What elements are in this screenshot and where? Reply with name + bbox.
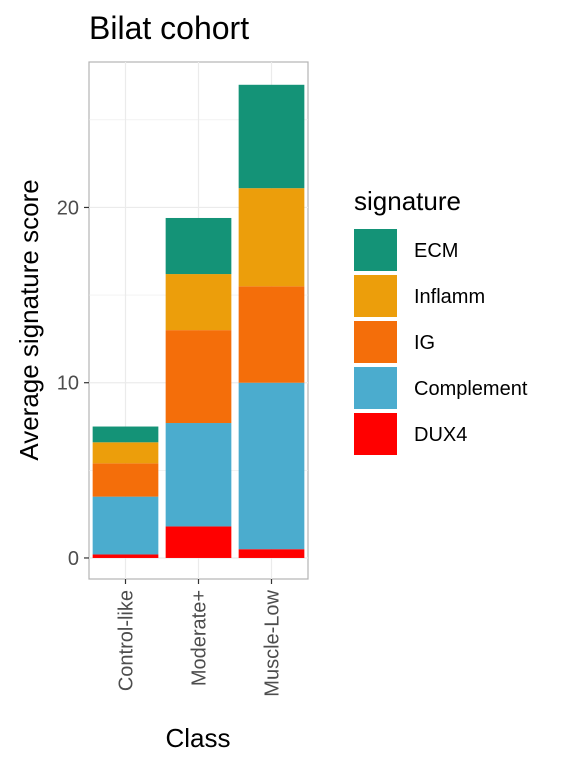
bar-inflamm-muscle-low bbox=[238, 188, 305, 287]
bar-ecm-moderate bbox=[165, 217, 232, 275]
legend-label-ig: IG bbox=[414, 332, 435, 354]
y-tick-label: 0 bbox=[68, 548, 79, 570]
y-axis-title: Average signature score bbox=[14, 179, 44, 460]
x-axis-ticks: Control-like Moderate+ Muscle-Low bbox=[116, 579, 284, 697]
x-tick-label-muscle-low: Muscle-Low bbox=[262, 589, 284, 696]
legend-key-dux4 bbox=[354, 413, 397, 455]
x-tick-label-moderate: Moderate+ bbox=[189, 590, 211, 686]
bar-dux4-control-like bbox=[92, 554, 159, 558]
chart-title: Bilat cohort bbox=[89, 10, 249, 46]
bar-complement-moderate bbox=[165, 423, 232, 527]
legend-key-ig bbox=[354, 321, 397, 363]
bar-complement-muscle-low bbox=[238, 382, 305, 550]
legend-label-complement: Complement bbox=[414, 378, 528, 400]
legend-key-ecm bbox=[354, 229, 397, 271]
legend-title: signature bbox=[354, 186, 461, 216]
bar-inflamm-control-like bbox=[92, 442, 159, 464]
bars bbox=[92, 84, 305, 558]
bar-ig-control-like bbox=[92, 463, 159, 497]
legend-label-ecm: ECM bbox=[414, 240, 458, 262]
y-tick-label: 20 bbox=[57, 197, 79, 219]
x-axis-title: Class bbox=[165, 723, 230, 753]
legend: signature ECM Inflamm IG Complement DUX4 bbox=[354, 186, 528, 455]
legend-key-complement bbox=[354, 367, 397, 409]
legend-key-inflamm bbox=[354, 275, 397, 317]
bar-dux4-moderate bbox=[165, 526, 232, 558]
bar-complement-control-like bbox=[92, 496, 159, 555]
legend-label-dux4: DUX4 bbox=[414, 424, 467, 446]
bar-ecm-muscle-low bbox=[238, 84, 305, 189]
bar-ig-muscle-low bbox=[238, 286, 305, 383]
legend-label-inflamm: Inflamm bbox=[414, 286, 485, 308]
x-tick-label-control-like: Control-like bbox=[116, 590, 138, 691]
bar-ig-moderate bbox=[165, 330, 232, 424]
y-axis-ticks: 0 10 20 bbox=[57, 197, 89, 570]
bar-inflamm-moderate bbox=[165, 274, 232, 331]
y-tick-label: 10 bbox=[57, 373, 79, 395]
bar-dux4-muscle-low bbox=[238, 549, 305, 558]
bar-ecm-control-like bbox=[92, 426, 159, 443]
